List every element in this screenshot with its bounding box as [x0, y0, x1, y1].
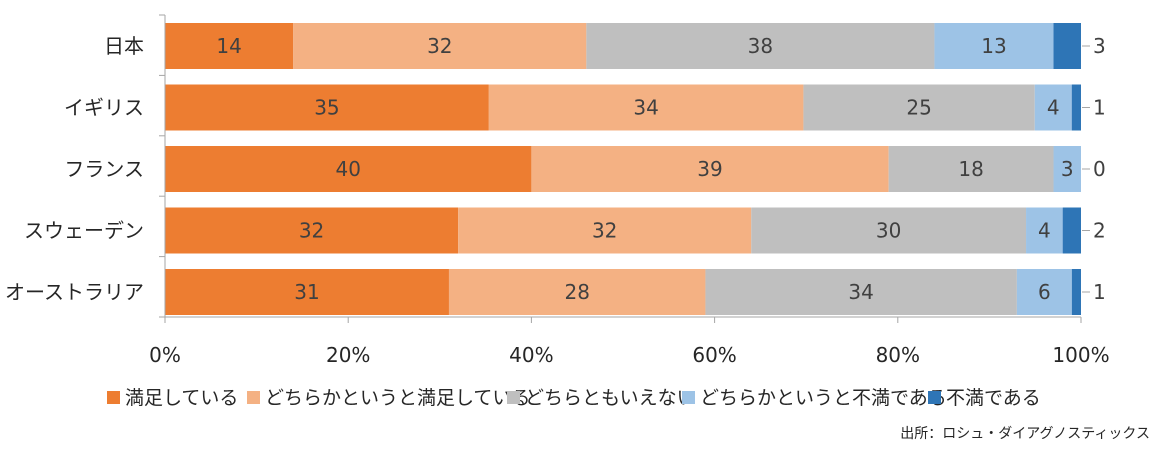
bar-segment	[586, 23, 935, 69]
data-label: 30	[876, 219, 901, 243]
data-label: 38	[748, 34, 773, 58]
data-label: 4	[1038, 219, 1051, 243]
bar-segment	[293, 23, 587, 69]
bar-segment	[488, 84, 804, 131]
bar-segment	[1053, 23, 1081, 69]
data-label: 39	[697, 157, 722, 181]
bar-segment	[458, 207, 752, 254]
data-label: 4	[1047, 96, 1060, 120]
data-label: 0	[1093, 157, 1106, 181]
data-label: 32	[427, 34, 452, 58]
legend-swatch	[247, 391, 260, 404]
data-label: 1	[1093, 96, 1106, 120]
bar-segment	[1016, 269, 1072, 315]
bar-segment	[165, 23, 294, 69]
x-tick-label: 0%	[149, 343, 181, 367]
data-label: 18	[958, 157, 983, 181]
legend-swatch	[507, 391, 520, 404]
data-label: 3	[1061, 157, 1074, 181]
x-tick-label: 60%	[692, 343, 736, 367]
data-label: 32	[592, 219, 617, 243]
bar-segment	[803, 84, 1035, 131]
data-label: 35	[314, 96, 339, 120]
bar-segment	[1062, 207, 1081, 254]
bar-segment	[705, 269, 1017, 315]
bars-layer	[165, 23, 1081, 315]
bar-segment	[165, 146, 532, 192]
legend-swatch	[682, 391, 695, 404]
x-tick-label: 40%	[509, 343, 553, 367]
data-label: 2	[1093, 219, 1106, 243]
data-label: 1	[1093, 280, 1106, 304]
category-label: スウェーデン	[24, 219, 144, 243]
data-label: 34	[633, 96, 658, 120]
x-tick-label: 100%	[1052, 343, 1109, 367]
bar-segment	[165, 84, 489, 131]
bar-segment	[1071, 84, 1081, 131]
legend-label: どちらともいえない	[525, 387, 696, 409]
data-label: 40	[335, 157, 360, 181]
data-label: 31	[294, 280, 319, 304]
bar-segment	[1071, 269, 1081, 315]
legend-label: 満足している	[125, 387, 238, 409]
data-label: 6	[1038, 280, 1051, 304]
bar-segment	[531, 146, 889, 192]
bar-segment	[448, 269, 706, 315]
legend-label: どちらかというと満足している	[265, 387, 530, 409]
category-label: オーストラリア	[5, 280, 144, 304]
data-label: 13	[981, 34, 1006, 58]
bar-segment	[1053, 146, 1081, 192]
data-label: 25	[906, 96, 931, 120]
data-label: 28	[564, 280, 589, 304]
category-label: 日本	[104, 34, 144, 58]
data-label: 3	[1093, 34, 1106, 58]
category-label: イギリス	[64, 96, 144, 120]
bar-segment	[934, 23, 1054, 69]
x-tick-label: 80%	[876, 343, 920, 367]
bar-segment	[888, 146, 1054, 192]
legend-label: どちらかというと不満である	[700, 387, 947, 409]
data-label: 32	[299, 219, 324, 243]
category-label: フランス	[64, 157, 144, 181]
data-label: 14	[216, 34, 241, 58]
data-labels-layer: 14 32 38 13 335 34 25 4 140 39 18 3 032 32 30 4 231 28 34 6…	[216, 34, 1105, 304]
source-note: 出所：ロシュ・ダイアグノスティックス	[900, 426, 1150, 442]
data-label: 34	[848, 280, 873, 304]
bar-segment	[165, 269, 449, 315]
bar-segment	[751, 207, 1027, 254]
x-tick-label: 20%	[326, 343, 370, 367]
legend-swatch	[928, 391, 941, 404]
bar-segment	[1034, 84, 1072, 131]
legend-label: 不満である	[946, 387, 1041, 409]
legend-swatch	[107, 391, 120, 404]
bar-segment	[165, 207, 459, 254]
bar-segment	[1026, 207, 1063, 254]
